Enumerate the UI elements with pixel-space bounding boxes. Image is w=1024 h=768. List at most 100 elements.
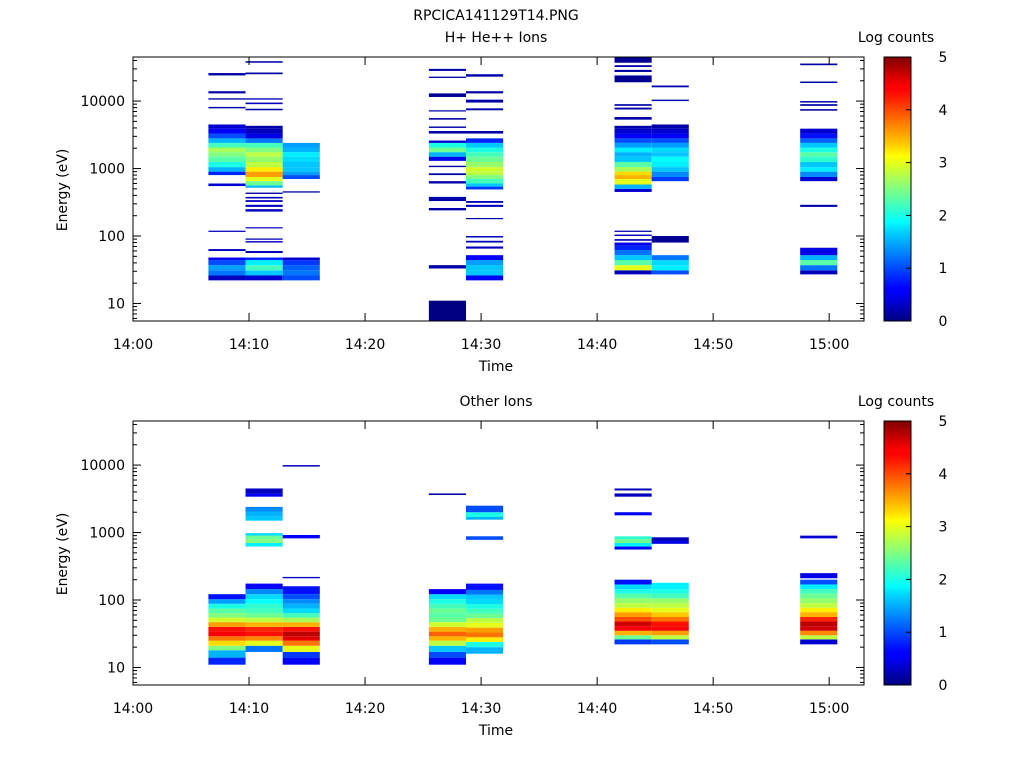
heatmap-cell [800,109,838,111]
heatmap-cell [208,603,246,609]
x-tick-label: 14:20 [345,337,385,353]
heatmap-cell [800,617,838,622]
y-tick-label: 1000 [89,526,125,542]
heatmap-cell [466,260,504,266]
x-tick-label: 14:50 [693,701,733,717]
heatmap-cell [428,196,467,202]
heatmap-cell [800,630,838,636]
heatmap-cell [208,98,246,100]
colorbar-tick-label: 1 [939,625,948,641]
heatmap-cell [428,265,467,269]
heatmap-cell [466,608,504,614]
heatmap-cell [651,617,689,622]
heatmap-cell [208,640,246,646]
heatmap-cell [800,270,838,275]
heatmap-cell [428,599,467,604]
heatmap-cell [466,152,504,157]
heatmap-cell [282,617,320,623]
colorbar: Log counts 0 1 2 3 4 5 [858,394,948,694]
x-tick-label: 15:00 [809,701,849,717]
heatmap-cell [208,645,246,651]
colorbar: Log counts 0 1 2 3 4 5 [858,30,948,330]
heatmap-cell [428,622,467,627]
heatmap-cell [208,626,246,632]
heatmap-cell [245,185,283,188]
heatmap-cell [282,586,320,595]
heatmap-cell [614,546,652,550]
heatmap-cell [282,275,320,281]
heatmap-cell [208,142,246,148]
heatmap-cell [614,245,652,251]
heatmap-cell [614,147,652,153]
heatmap-cell [614,617,652,622]
heatmap-cell [614,607,652,613]
panel-title: H+ He++ Ions [445,30,548,46]
heatmap-cell [282,156,320,162]
heatmap-cell [800,579,838,585]
heatmap-cell [614,65,652,67]
heatmap-cell [208,138,246,143]
heatmap-cell [614,156,652,162]
heatmap-cell [614,584,652,590]
heatmap-cell [651,537,689,541]
heatmap-cell [466,594,504,600]
heatmap-cell [282,576,320,579]
heatmap-cell [282,257,320,261]
heatmap-cell [800,156,838,162]
heatmap-cell [614,242,652,246]
heatmap-cell [614,579,652,585]
heatmap-cell [208,657,246,665]
heatmap-cell [800,104,838,106]
heatmap-cell [614,539,652,543]
x-tick-label: 14:10 [229,701,269,717]
colorbar-tick-label: 4 [939,467,948,483]
heatmap-cell [208,73,246,76]
heatmap-cell [245,181,283,186]
heatmap-cell [428,156,467,161]
heatmap-cell [245,250,283,253]
heatmap-cell [282,162,320,168]
heatmap-cell [208,183,246,187]
heatmap-cell [245,196,283,199]
heatmap-cell [428,147,467,153]
heatmap-cell [800,603,838,608]
heatmap-cell [282,613,320,618]
heatmap-cell [614,107,652,110]
heatmap-cell [245,583,283,590]
heatmap-cell [614,542,652,547]
y-tick-label: 10 [107,296,125,312]
heatmap-cell [466,217,504,220]
heatmap-cell [208,167,246,172]
heatmap-cell [245,227,283,229]
heatmap-cell [614,230,652,232]
heatmap-cell [245,506,283,512]
heatmap-cell [651,626,689,631]
heatmap-cell [282,265,320,271]
heatmap-cell [282,640,320,646]
heatmap-cell [428,589,467,595]
heatmap-cell [428,140,467,143]
heatmap-cell [651,99,689,102]
y-tick-label: 10000 [80,94,125,110]
heatmap-cell [466,583,504,590]
heatmap-cell [208,230,246,232]
heatmap-cell [428,645,467,652]
heatmap-cell [651,639,689,645]
heatmap-cell [651,128,689,134]
heatmap-cell [466,162,504,168]
heatmap-cell [428,300,467,321]
plot-frame [132,420,865,686]
heatmap-cell [208,91,246,94]
heatmap-cell [466,236,504,238]
heatmap-cell [428,608,467,614]
colorbar-tick-label: 2 [939,208,948,224]
heatmap-cell [800,626,838,631]
heatmap-cell [466,178,504,184]
heatmap-cell [800,162,838,168]
heatmap-cell [428,142,467,148]
heatmap-cell [282,594,320,600]
heatmap-cell [800,265,838,271]
heatmap-cell [466,171,504,176]
heatmap-cell [614,57,652,63]
